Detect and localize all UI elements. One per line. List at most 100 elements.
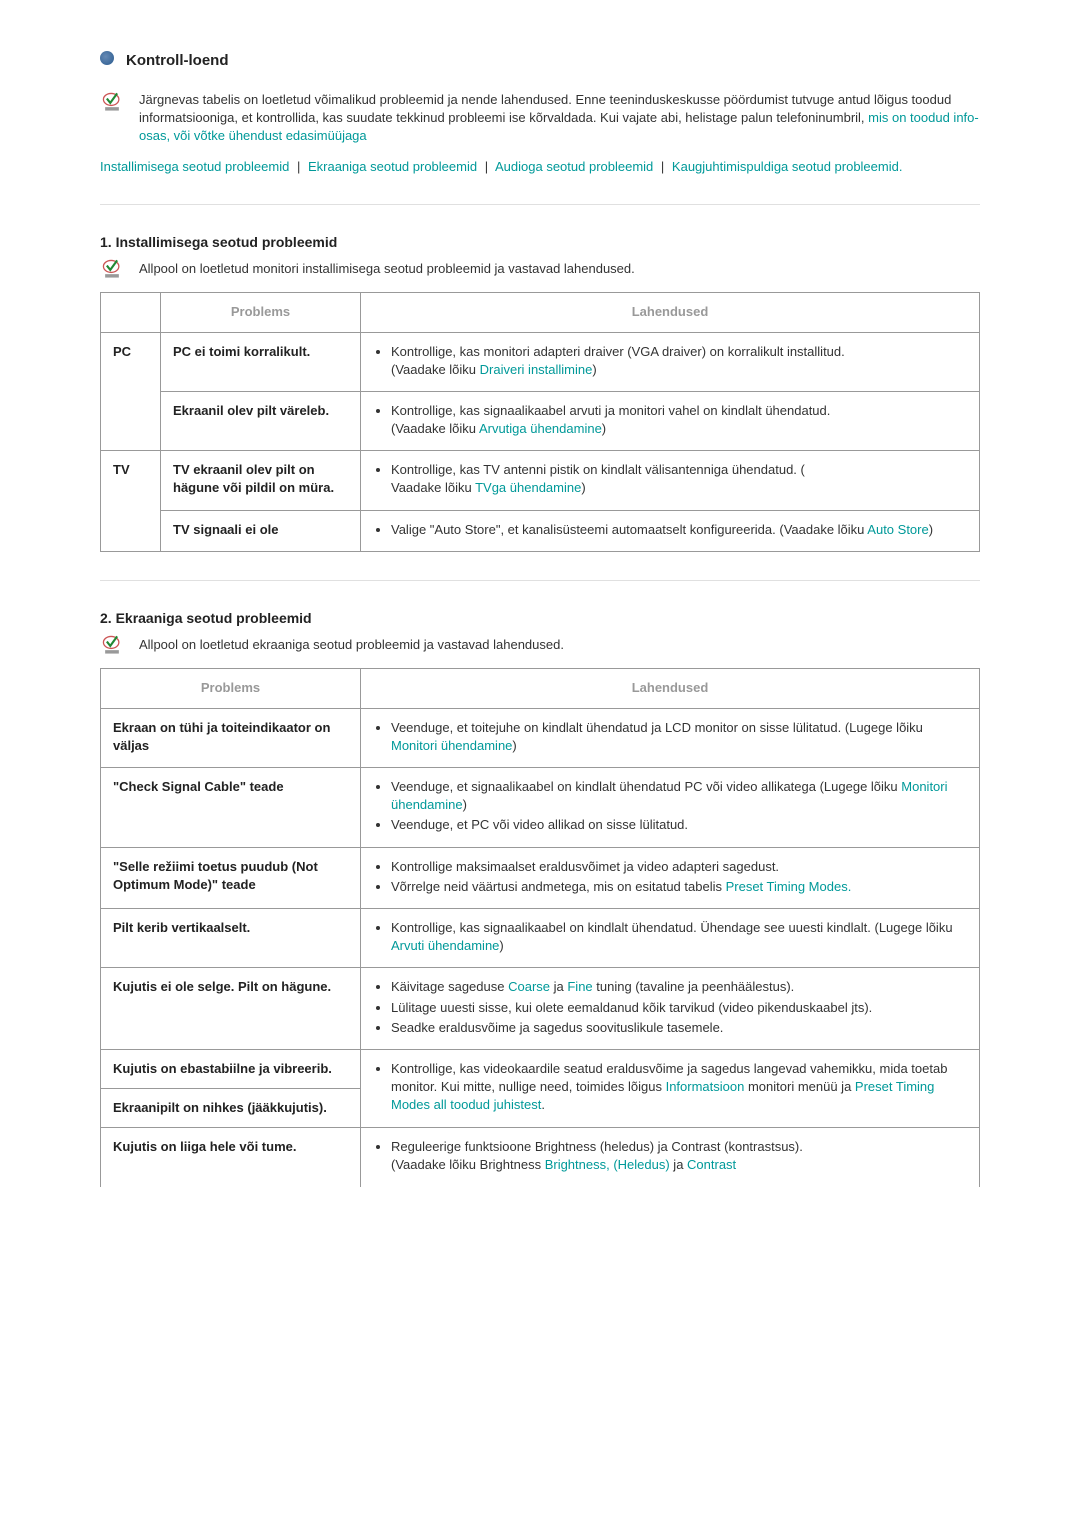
problem-cell: Kujutis on ebastabiilne ja vibreerib. xyxy=(101,1049,361,1088)
solution-text: Kontrollige, kas signaalikaabel arvuti j… xyxy=(391,403,830,418)
solution-text: tuning (tavaline ja peenhäälestus). xyxy=(593,979,795,994)
th-solutions: Lahendused xyxy=(361,669,980,708)
page-title: Kontroll-loend xyxy=(126,50,228,71)
solution-link[interactable]: Informatsioon xyxy=(666,1079,745,1094)
solution-cell: Kontrollige maksimaalset eraldusvõimet j… xyxy=(361,847,980,908)
solution-link[interactable]: Monitori ühendamine xyxy=(391,738,512,753)
separator: | xyxy=(293,159,304,174)
solution-text: ja xyxy=(550,979,567,994)
solution-cell: Käivitage sageduse Coarse ja Fine tuning… xyxy=(361,968,980,1050)
solution-link[interactable]: Coarse xyxy=(508,979,550,994)
solution-item: Lülitage uuesti sisse, kui olete eemalda… xyxy=(391,999,967,1017)
problem-cell: TV signaali ei ole xyxy=(161,510,361,551)
solution-item: Kontrollige, kas signaalikaabel arvuti j… xyxy=(391,402,967,438)
solution-link[interactable]: Brightness, (Heledus) xyxy=(545,1157,670,1172)
table-row: Pilt kerib vertikaalselt. Kontrollige, k… xyxy=(101,908,980,967)
solution-item: Reguleerige funktsioone Brightness (hele… xyxy=(391,1138,967,1174)
solution-link[interactable]: Arvutiga ühendamine xyxy=(479,421,602,436)
solution-text: Kontrollige, kas TV antenni pistik on ki… xyxy=(391,462,805,477)
solution-item: Veenduge, et toitejuhe on kindlalt ühend… xyxy=(391,719,967,755)
anchor-screen[interactable]: Ekraaniga seotud probleemid xyxy=(308,159,477,174)
solution-link[interactable]: Auto Store xyxy=(867,522,928,537)
section1-desc-row: Allpool on loetletud monitori installimi… xyxy=(100,258,980,280)
solution-cell: Veenduge, et toitejuhe on kindlalt ühend… xyxy=(361,708,980,767)
category-tv: TV xyxy=(101,451,161,552)
solution-text: ) xyxy=(512,738,516,753)
table-row: "Selle režiimi toetus puudub (Not Optimu… xyxy=(101,847,980,908)
table-row: TV TV ekraanil olev pilt on hägune või p… xyxy=(101,451,980,510)
anchor-remote[interactable]: Kaugjuhtimispuldiga seotud probleemid. xyxy=(672,159,903,174)
checkmark-icon xyxy=(100,91,124,113)
section1-table: Problems Lahendused PC PC ei toimi korra… xyxy=(100,292,980,552)
solution-text: ) xyxy=(592,362,596,377)
solution-link[interactable]: Preset Timing Modes. xyxy=(726,879,852,894)
solution-item: Valige "Auto Store", et kanalisüsteemi a… xyxy=(391,521,967,539)
problem-cell: TV ekraanil olev pilt on hägune või pild… xyxy=(161,451,361,510)
solution-item: Kontrollige, kas TV antenni pistik on ki… xyxy=(391,461,967,497)
table-header-row: Problems Lahendused xyxy=(101,669,980,708)
solution-link[interactable]: Fine xyxy=(567,979,592,994)
solution-item: Kontrollige maksimaalset eraldusvõimet j… xyxy=(391,858,967,876)
solution-text: ) xyxy=(929,522,933,537)
solution-item: Käivitage sageduse Coarse ja Fine tuning… xyxy=(391,978,967,996)
solution-item: Kontrollige, kas signaalikaabel on kindl… xyxy=(391,919,967,955)
solution-text: Kontrollige, kas monitori adapteri draiv… xyxy=(391,344,845,359)
separator: | xyxy=(657,159,668,174)
solution-cell: Kontrollige, kas videokaardile seatud er… xyxy=(361,1049,980,1127)
solution-item: Seadke eraldusvõime ja sagedus soovitusl… xyxy=(391,1019,967,1037)
problem-cell: PC ei toimi korralikult. xyxy=(161,332,361,391)
solution-text: (Vaadake lõiku xyxy=(391,362,480,377)
solution-cell: Reguleerige funktsioone Brightness (hele… xyxy=(361,1128,980,1187)
problem-cell: Ekraan on tühi ja toiteindikaator on väl… xyxy=(101,708,361,767)
solution-cell: Kontrollige, kas signaalikaabel on kindl… xyxy=(361,908,980,967)
intro-text-content: Järgnevas tabelis on loetletud võimaliku… xyxy=(139,92,951,125)
solution-text: . xyxy=(541,1097,545,1112)
solution-cell: Kontrollige, kas signaalikaabel arvuti j… xyxy=(361,391,980,450)
table-row: "Check Signal Cable" teade Veenduge, et … xyxy=(101,768,980,848)
solution-item: Veenduge, et PC või video allikad on sis… xyxy=(391,816,967,834)
solution-text: Veenduge, et signaalikaabel on kindlalt … xyxy=(391,779,901,794)
problem-cell: Ekraanipilt on nihkes (jääkkujutis). xyxy=(101,1089,361,1128)
solution-link[interactable]: Arvuti ühendamine xyxy=(391,938,499,953)
page-header: Kontroll-loend xyxy=(100,50,980,71)
problem-cell: Ekraanil olev pilt väreleb. xyxy=(161,391,361,450)
checkmark-icon xyxy=(100,634,124,656)
problem-cell: "Check Signal Cable" teade xyxy=(101,768,361,848)
table-row: Ekraan on tühi ja toiteindikaator on väl… xyxy=(101,708,980,767)
solution-link[interactable]: Draiveri installimine xyxy=(480,362,593,377)
solution-item: Kontrollige, kas videokaardile seatud er… xyxy=(391,1060,967,1115)
solution-text: ) xyxy=(602,421,606,436)
solution-text: monitori menüü ja xyxy=(744,1079,855,1094)
solution-cell: Kontrollige, kas TV antenni pistik on ki… xyxy=(361,451,980,510)
anchor-audio[interactable]: Audioga seotud probleemid xyxy=(495,159,653,174)
th-blank xyxy=(101,293,161,332)
solution-text: Käivitage sageduse xyxy=(391,979,508,994)
solution-text: (Vaadake lõiku Brightness xyxy=(391,1157,545,1172)
solution-cell: Kontrollige, kas monitori adapteri draiv… xyxy=(361,332,980,391)
table-row: TV signaali ei ole Valige "Auto Store", … xyxy=(101,510,980,551)
category-pc: PC xyxy=(101,332,161,451)
solution-item: Kontrollige, kas monitori adapteri draiv… xyxy=(391,343,967,379)
anchor-install[interactable]: Installimisega seotud probleemid xyxy=(100,159,289,174)
solution-link[interactable]: TVga ühendamine xyxy=(475,480,581,495)
solution-text: ja xyxy=(670,1157,687,1172)
solution-text: (Vaadake lõiku xyxy=(391,421,479,436)
solution-text: Valige "Auto Store", et kanalisüsteemi a… xyxy=(391,522,867,537)
solution-link[interactable]: Contrast xyxy=(687,1157,736,1172)
table-row: Kujutis ei ole selge. Pilt on hägune. Kä… xyxy=(101,968,980,1050)
solution-item: Veenduge, et signaalikaabel on kindlalt … xyxy=(391,778,967,814)
checkmark-icon xyxy=(100,258,124,280)
th-solutions: Lahendused xyxy=(361,293,980,332)
solution-text: Võrrelge neid väärtusi andmetega, mis on… xyxy=(391,879,726,894)
problem-cell: Kujutis on liiga hele või tume. xyxy=(101,1128,361,1187)
solution-text: Kontrollige, kas signaalikaabel on kindl… xyxy=(391,920,953,935)
divider xyxy=(100,580,980,581)
section1-desc: Allpool on loetletud monitori installimi… xyxy=(139,260,635,278)
solution-text: ) xyxy=(499,938,503,953)
separator: | xyxy=(481,159,492,174)
anchor-links: Installimisega seotud probleemid | Ekraa… xyxy=(100,158,980,176)
table-row: Kujutis on liiga hele või tume. Reguleer… xyxy=(101,1128,980,1187)
bullet-icon xyxy=(100,51,114,65)
solution-cell: Valige "Auto Store", et kanalisüsteemi a… xyxy=(361,510,980,551)
intro-block: Järgnevas tabelis on loetletud võimaliku… xyxy=(100,91,980,146)
